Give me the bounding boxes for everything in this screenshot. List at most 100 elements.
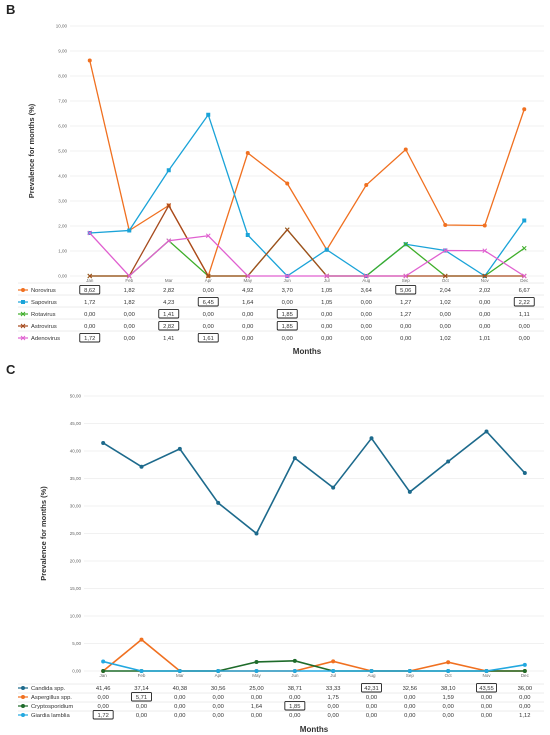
data-point (522, 669, 527, 673)
data-point (166, 168, 171, 173)
table-cell: 1,41 (163, 336, 174, 342)
legend-marker (21, 695, 25, 699)
table-cell: 1,72 (84, 336, 95, 342)
table-cell: 0,00 (242, 324, 253, 330)
data-point (87, 273, 93, 279)
table-cell: 0,00 (321, 336, 332, 342)
x-tick-label: Jul (330, 673, 336, 678)
table-cell: 0,00 (136, 713, 147, 719)
data-point (177, 669, 182, 673)
table-cell: 0,00 (404, 713, 415, 719)
data-point (522, 662, 527, 667)
table-cell: 0,00 (479, 312, 490, 318)
table-cell: 0,00 (481, 713, 492, 719)
highlight-box (197, 296, 219, 307)
data-point (166, 238, 172, 244)
y-tick-label: 25,00 (70, 531, 82, 536)
table-cell: 0,00 (519, 695, 530, 701)
x-tick-label: Apr (205, 278, 213, 283)
data-point (87, 58, 92, 63)
x-tick-label: Sep (406, 673, 415, 678)
y-tick-label: 5,00 (58, 149, 67, 154)
table-cell: 0,00 (289, 695, 300, 701)
table-cell: 2,22 (519, 300, 530, 306)
x-tick-label: Feb (125, 278, 133, 283)
data-point (216, 669, 221, 673)
table-cell: 3,64 (361, 288, 373, 294)
highlight-box (276, 320, 298, 331)
data-point (521, 273, 527, 279)
table-cell: 8,62 (84, 288, 95, 294)
table-cell: 0,00 (242, 336, 253, 342)
series-line (102, 430, 526, 535)
table-cell: 1,11 (519, 312, 530, 318)
table-cell: 41,46 (96, 686, 111, 692)
x-tick-label: Oct (445, 673, 453, 678)
table-cell: 1,27 (400, 300, 411, 306)
data-point (245, 233, 250, 237)
table-cell: 0,00 (366, 713, 377, 719)
data-point (521, 245, 527, 251)
data-point (364, 183, 369, 187)
panel-c-label: C (6, 362, 16, 377)
panel-b-label: B (6, 2, 16, 17)
x-tick-label: Jul (324, 278, 330, 283)
data-point (206, 112, 211, 117)
data-point (522, 107, 527, 112)
table-cell: 1,05 (321, 300, 332, 306)
table-cell: 0,00 (361, 324, 372, 330)
table-cell: 25,00 (249, 686, 264, 692)
data-point (284, 227, 290, 233)
y-tick-label: 1,00 (58, 249, 67, 254)
table-cell: 1,12 (519, 713, 530, 719)
y-tick-label: 4,00 (58, 174, 67, 179)
data-point (482, 273, 488, 279)
y-tick-label: 6,00 (58, 124, 67, 129)
table-cell: 1,27 (400, 312, 411, 318)
table-cell: 30,56 (211, 686, 226, 692)
y-tick-label: 50,00 (70, 394, 82, 399)
x-axis-label: Months (293, 347, 322, 356)
data-point (139, 464, 144, 469)
table-cell: 1,05 (321, 288, 332, 294)
x-tick-label: Apr (215, 673, 223, 678)
data-point (331, 659, 336, 664)
table-cell: 4,23 (163, 300, 174, 306)
data-point (482, 248, 488, 254)
data-point (127, 228, 132, 233)
table-cell: 0,00 (443, 713, 454, 719)
table-cell: 0,00 (282, 300, 293, 306)
highlight-box (158, 320, 180, 331)
data-point (522, 471, 527, 475)
y-tick-label: 9,00 (58, 49, 67, 54)
y-tick-label: 3,00 (58, 199, 67, 204)
table-cell: 0,00 (289, 713, 300, 719)
table-cell: 38,10 (441, 686, 456, 692)
table-cell: 1,02 (440, 336, 451, 342)
y-axis-label: Prevalence for months (%) (39, 486, 48, 581)
table-cell: 0,00 (479, 300, 490, 306)
data-point (205, 273, 211, 279)
x-tick-label: May (252, 673, 261, 678)
x-tick-label: Sep (402, 278, 411, 283)
table-cell: 5,71 (136, 695, 147, 701)
table-cell: 0,00 (479, 324, 490, 330)
table-cell: 0,00 (361, 300, 372, 306)
table-cell: 0,00 (481, 704, 492, 710)
y-tick-label: 10,00 (70, 614, 82, 619)
table-cell: 1,64 (242, 300, 254, 306)
data-point (139, 669, 144, 673)
data-point (254, 669, 259, 673)
data-point (324, 273, 330, 279)
table-cell: 4,92 (242, 288, 253, 294)
data-point (285, 181, 290, 186)
highlight-box (158, 308, 180, 319)
data-point (446, 459, 451, 464)
data-point (166, 203, 172, 208)
table-cell: 2,82 (163, 324, 174, 330)
table-cell: 0,00 (203, 288, 214, 294)
legend-label: Candida spp. (31, 686, 66, 692)
data-point (216, 500, 221, 505)
highlight-box (79, 284, 101, 295)
x-tick-label: Mar (176, 673, 184, 678)
